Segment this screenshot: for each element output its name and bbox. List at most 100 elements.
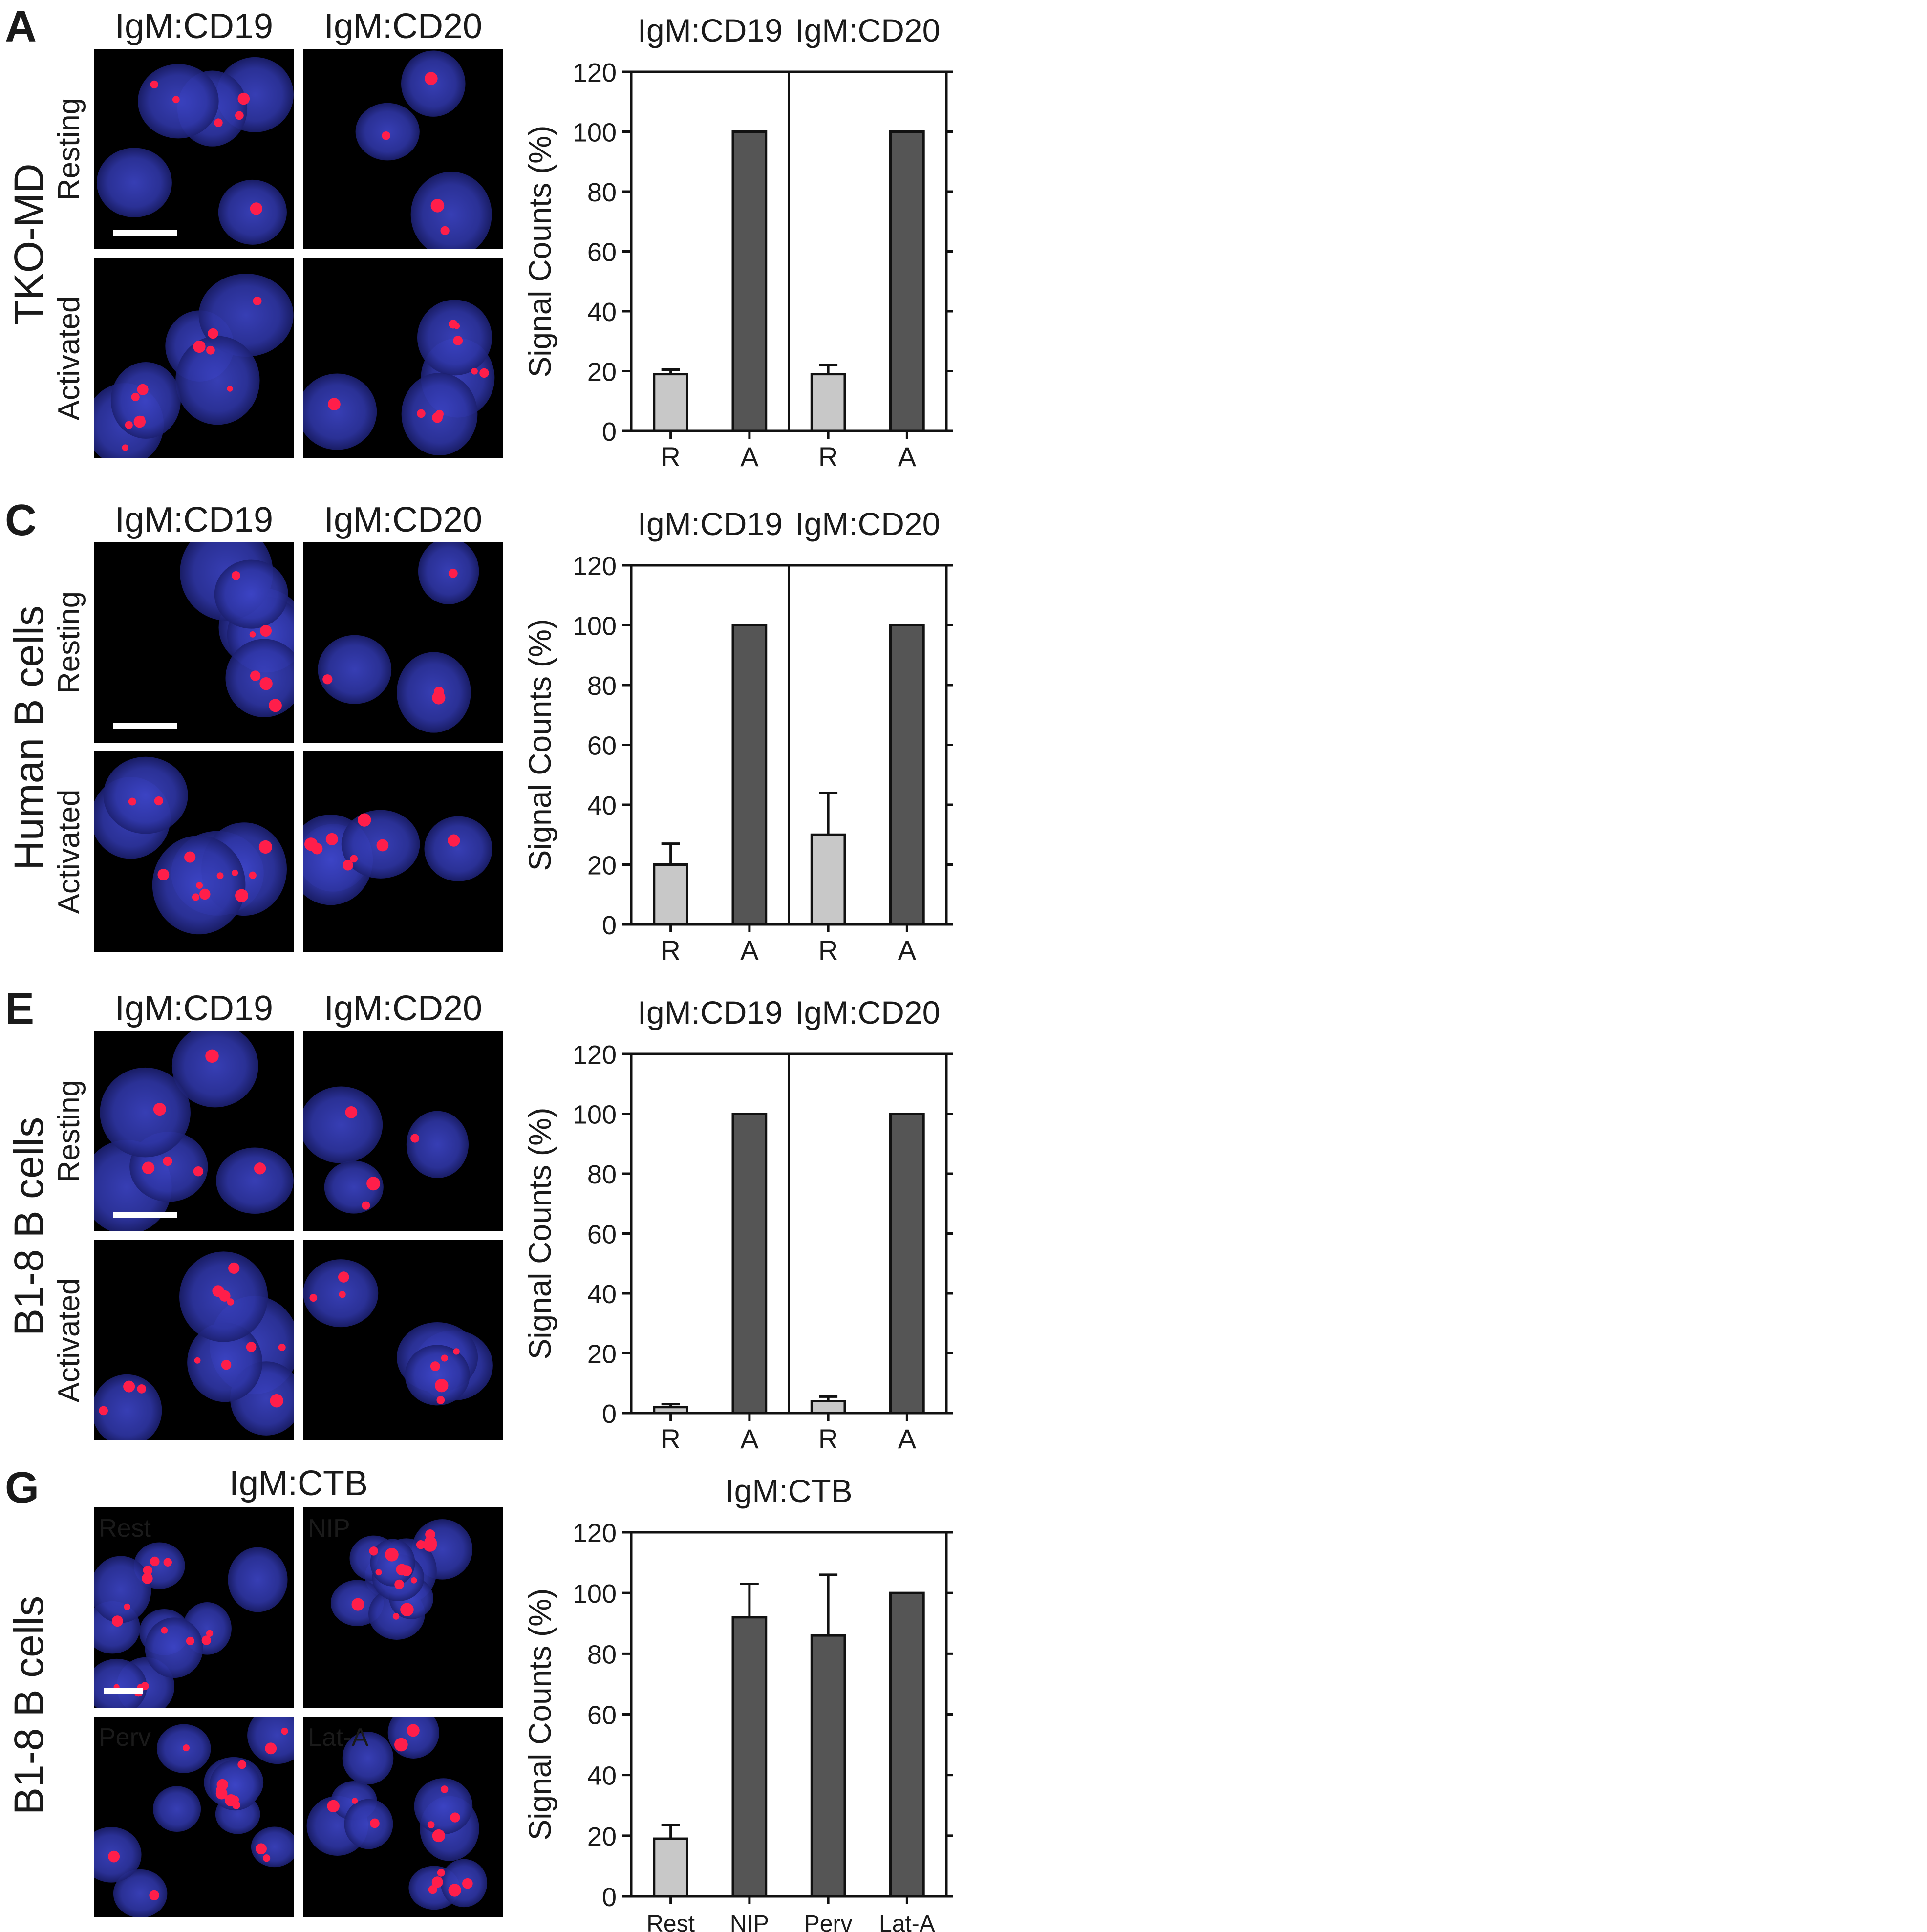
pla-signal-dot bbox=[424, 1536, 437, 1549]
quad-label: Lat-A bbox=[308, 1723, 369, 1752]
panel-letter: G bbox=[5, 1463, 39, 1512]
tile-6-q0 bbox=[94, 1507, 294, 1708]
pla-signal-dot bbox=[246, 1342, 257, 1352]
pla-signal-dot bbox=[270, 1394, 283, 1408]
x-tick-label: R bbox=[818, 935, 838, 966]
y-tick-label: 100 bbox=[573, 1579, 617, 1609]
pla-signal-dot bbox=[448, 1884, 461, 1897]
x-tick-label: Perv bbox=[804, 1911, 853, 1932]
micro-header: IgM:CD20 bbox=[324, 989, 482, 1028]
pla-signal-dot bbox=[237, 1760, 247, 1769]
x-tick-label: R bbox=[661, 935, 680, 966]
nucleus bbox=[198, 274, 294, 357]
pla-signal-dot bbox=[441, 1354, 448, 1362]
pla-signal-dot bbox=[206, 1630, 214, 1637]
pla-signal-dot bbox=[343, 859, 353, 871]
y-tick-label: 100 bbox=[573, 118, 617, 148]
bar bbox=[653, 1837, 688, 1898]
pla-signal-dot bbox=[193, 340, 206, 353]
pla-signal-dot bbox=[440, 1785, 449, 1793]
pla-signal-dot bbox=[410, 1577, 417, 1584]
y-tick-label: 0 bbox=[602, 1399, 617, 1429]
pla-signal-dot bbox=[392, 1613, 400, 1620]
pla-signal-dot bbox=[430, 1361, 440, 1371]
pla-signal-dot bbox=[253, 296, 262, 305]
group-title: IgM:CTB bbox=[725, 1473, 852, 1509]
quad-label: Perv bbox=[99, 1723, 151, 1752]
pla-signal-dot bbox=[394, 1579, 404, 1589]
tile-6-q3 bbox=[303, 1717, 503, 1917]
pla-signal-dot bbox=[370, 1818, 380, 1828]
group-title: IgM:CD20 bbox=[795, 506, 940, 542]
pla-signal-dot bbox=[385, 1547, 399, 1562]
pla-signal-dot bbox=[407, 1724, 420, 1737]
nucleus bbox=[344, 1799, 393, 1849]
group-title: IgM:CD19 bbox=[638, 12, 783, 48]
pla-signal-dot bbox=[394, 1738, 408, 1752]
bar-chart-4: 0 20 40 60 80 100 120 Signal Counts (%) IgM:CD19… bbox=[522, 994, 953, 1454]
bar bbox=[889, 130, 925, 432]
pla-signal-dot bbox=[416, 1540, 426, 1549]
y-tick-label: 0 bbox=[602, 417, 617, 447]
pla-signal-dot bbox=[304, 837, 318, 851]
nucleus bbox=[94, 1658, 147, 1708]
y-tick-label: 120 bbox=[573, 552, 617, 581]
y-tick-label: 60 bbox=[587, 1220, 617, 1249]
pla-signal-dot bbox=[111, 1615, 123, 1627]
x-tick-label: R bbox=[661, 441, 680, 472]
pla-signal-dot bbox=[450, 1812, 460, 1823]
bar-chart-0: 0 20 40 60 80 100 120 Signal Counts (%) IgM:CD19… bbox=[522, 12, 953, 472]
pla-signal-dot bbox=[322, 674, 333, 685]
pla-signal-dot bbox=[281, 1727, 288, 1735]
x-tick-label: A bbox=[898, 1423, 917, 1454]
micro-header: IgM:CD20 bbox=[324, 500, 482, 539]
scale-bar bbox=[113, 723, 177, 729]
y-tick-label: 120 bbox=[573, 1519, 617, 1548]
nucleus bbox=[303, 373, 377, 450]
pla-signal-dot bbox=[201, 1635, 211, 1645]
group-title: IgM:CD20 bbox=[795, 994, 940, 1030]
y-axis-label: Signal Counts (%) bbox=[522, 1108, 557, 1360]
bar bbox=[731, 1113, 768, 1415]
pla-signal-dot bbox=[108, 1850, 120, 1863]
tile-4-rest-a bbox=[94, 1031, 294, 1231]
chart-layer: 0 20 40 60 80 100 120 Signal Counts (%) IgM:CD19… bbox=[522, 12, 953, 1932]
pla-signal-dot bbox=[232, 869, 238, 876]
nucleus bbox=[406, 1111, 469, 1178]
pla-signal-dot bbox=[339, 1291, 346, 1298]
scale-bar bbox=[113, 1212, 177, 1218]
pla-signal-dot bbox=[154, 796, 163, 806]
x-tick-label: A bbox=[740, 935, 759, 966]
pla-signal-dot bbox=[254, 1162, 266, 1175]
y-axis-label: Signal Counts (%) bbox=[522, 1589, 557, 1841]
bar bbox=[731, 1616, 768, 1898]
pla-signal-dot bbox=[250, 202, 263, 215]
pla-signal-dot bbox=[410, 1134, 420, 1143]
panel-letter: A bbox=[5, 2, 37, 51]
pla-signal-dot bbox=[141, 1682, 149, 1691]
bar bbox=[810, 1400, 846, 1415]
micro-header: IgM:CD19 bbox=[115, 989, 273, 1028]
group-title: IgM:CD20 bbox=[795, 12, 940, 48]
pla-signal-dot bbox=[428, 1885, 437, 1894]
pla-signal-dot bbox=[351, 1798, 358, 1804]
bar bbox=[731, 130, 768, 432]
nucleus bbox=[228, 1547, 288, 1612]
pla-signal-dot bbox=[345, 1106, 358, 1118]
pla-signal-dot bbox=[259, 677, 273, 690]
pla-signal-dot bbox=[462, 1878, 473, 1889]
bar bbox=[653, 863, 688, 926]
pla-signal-dot bbox=[249, 631, 256, 638]
scale-bar bbox=[104, 1688, 143, 1694]
nucleus bbox=[100, 1067, 191, 1158]
pla-signal-dot bbox=[206, 345, 215, 355]
tile-4-rest-b bbox=[303, 1031, 503, 1231]
pla-signal-dot bbox=[432, 412, 443, 423]
nucleus bbox=[251, 1826, 294, 1868]
pla-signal-dot bbox=[269, 699, 282, 712]
x-tick-label: NIP bbox=[730, 1911, 769, 1932]
pla-signal-dot bbox=[161, 1627, 168, 1634]
x-tick-label: R bbox=[661, 1423, 680, 1454]
bar-chart-2: 0 20 40 60 80 100 120 Signal Counts (%) IgM:CD19… bbox=[522, 506, 953, 966]
